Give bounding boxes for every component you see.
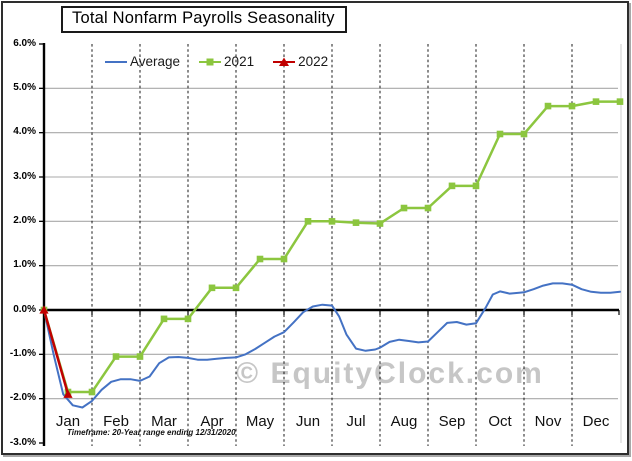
- legend-item-2021: 2021: [198, 54, 254, 69]
- legend-item-2022: 2022: [272, 54, 328, 69]
- triangle-marker-swatch-icon: [273, 57, 296, 66]
- timeframe-note: Timeframe: 20-Year range ending 12/31/20…: [67, 428, 236, 437]
- legend: Average 2021 2022: [104, 54, 328, 69]
- equityclock-watermark: © EquityClock.com: [236, 357, 544, 390]
- average-line-swatch-icon: [105, 60, 127, 63]
- square-marker-swatch-icon: [199, 58, 222, 65]
- legend-label-2022: 2022: [298, 54, 329, 69]
- legend-label-2021: 2021: [224, 54, 255, 69]
- legend-label-average: Average: [130, 54, 181, 69]
- chart-title: Total Nonfarm Payrolls Seasonality: [61, 6, 347, 33]
- legend-item-average: Average: [104, 54, 180, 69]
